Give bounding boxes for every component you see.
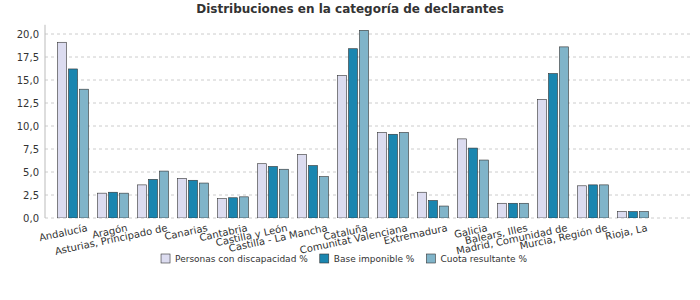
bar (229, 198, 238, 218)
legend-swatch (320, 254, 329, 263)
bar (458, 139, 467, 218)
legend-label: Cuota resultante % (440, 254, 527, 264)
chart: Distribuciones en la categoría de declar… (0, 0, 700, 300)
bar (320, 177, 329, 218)
legend: Personas con discapacidad % Base imponibl… (161, 254, 527, 264)
y-tick-label: 12,5 (17, 98, 39, 109)
y-tick-label: 10,0 (17, 121, 39, 132)
bar (240, 197, 249, 218)
bar (618, 212, 627, 218)
bar (498, 203, 507, 218)
y-tick-label: 5,0 (23, 167, 39, 178)
bar (520, 203, 529, 218)
bar (589, 185, 598, 218)
bar (549, 74, 558, 218)
bar (338, 75, 347, 218)
bar (178, 178, 187, 218)
y-tick-label: 7,5 (23, 144, 39, 155)
bar (58, 42, 67, 218)
y-tick-label: 17,5 (17, 52, 39, 63)
bar (440, 206, 449, 218)
bar (640, 212, 649, 218)
bar (480, 160, 489, 218)
bar (560, 47, 569, 218)
bar (578, 186, 587, 218)
bar (120, 193, 129, 218)
x-tick-label: Asturias, Principado de (54, 222, 169, 257)
y-axis-line (45, 25, 46, 218)
x-tick-label: Rioja, La (604, 222, 648, 242)
bar (149, 179, 158, 218)
bar (349, 49, 358, 218)
bar (538, 99, 547, 218)
y-tick-label: 0,0 (23, 213, 39, 224)
bar (429, 201, 438, 218)
bar (469, 148, 478, 218)
x-tick-label: Extremadura (383, 222, 449, 246)
legend-swatch (426, 254, 435, 263)
bar (418, 192, 427, 218)
bar (280, 169, 289, 218)
bar (189, 180, 198, 218)
bar (69, 69, 78, 218)
bar (258, 164, 267, 218)
bar (600, 185, 609, 218)
bar (138, 185, 147, 218)
bar (218, 199, 227, 218)
bar (200, 183, 209, 218)
y-tick-label: 2,5 (23, 190, 39, 201)
x-tick-label: Murcia, Región de (519, 222, 609, 251)
bar (298, 155, 307, 218)
y-tick-label: 15,0 (17, 75, 39, 86)
bar (509, 203, 518, 218)
bar (80, 89, 89, 218)
bar (378, 132, 387, 218)
bar (629, 212, 638, 218)
bars (58, 30, 649, 218)
legend-label: Personas con discapacidad % (175, 254, 308, 264)
y-tick-label: 20,0 (17, 29, 39, 40)
title: Distribuciones en la categoría de declar… (196, 2, 504, 16)
bar (160, 171, 169, 218)
legend-swatch (161, 254, 170, 263)
bar (360, 30, 369, 218)
bar (269, 166, 278, 218)
bar (400, 132, 409, 218)
bar (109, 192, 118, 218)
bar (98, 193, 107, 218)
bar (389, 134, 398, 218)
bar (309, 166, 318, 218)
legend-label: Base imponible % (334, 254, 415, 264)
